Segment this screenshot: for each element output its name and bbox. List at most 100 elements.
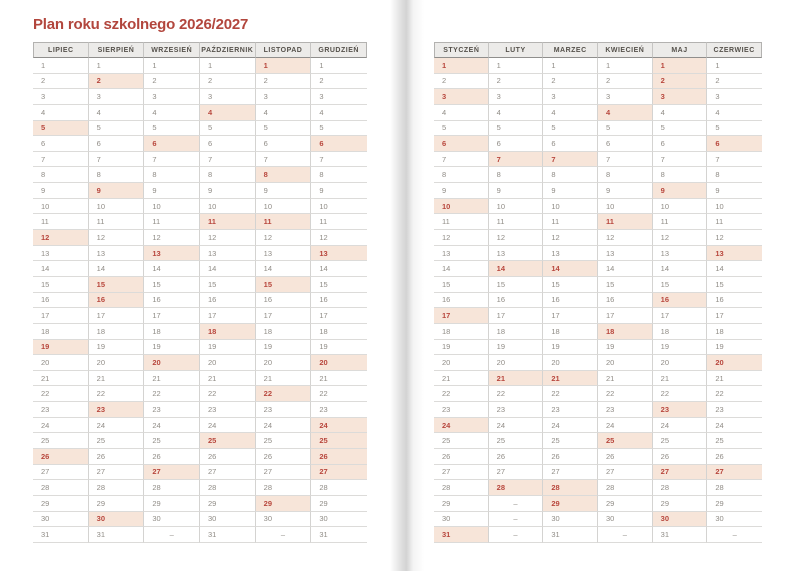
day-cell-maj-31: 31 xyxy=(652,527,708,543)
day-cell-maj-25: 25 xyxy=(652,433,708,450)
day-cell-styczen-19: 19 xyxy=(434,339,489,356)
day-cell-kwiecien-2: 2 xyxy=(598,73,653,90)
day-cell-marzec-5: 5 xyxy=(543,120,598,137)
day-cell-wrzesien-23: 23 xyxy=(144,402,200,418)
day-cell-pazdziernik-3: 3 xyxy=(200,89,256,105)
day-cell-marzec-20: 20 xyxy=(543,355,598,371)
day-cell-listopad-9: 9 xyxy=(255,183,312,199)
day-cell-wrzesien-28: 28 xyxy=(144,480,200,496)
day-cell-kwiecien-22: 22 xyxy=(598,386,653,403)
holiday-cell-lipiec-5: 5 xyxy=(33,120,89,137)
day-cell-pazdziernik-22: 22 xyxy=(200,386,256,403)
day-cell-kwiecien-14: 14 xyxy=(598,261,653,277)
day-cell-maj-8: 8 xyxy=(652,167,708,184)
day-cell-luty-10: 10 xyxy=(488,198,544,215)
day-cell-marzec-13: 13 xyxy=(543,245,598,262)
day-cell-grudzien-31: 31 xyxy=(311,527,367,543)
day-cell-listopad-5: 5 xyxy=(255,120,312,137)
day-cell-kwiecien-7: 7 xyxy=(598,151,653,168)
day-cell-listopad-30: 30 xyxy=(255,511,312,528)
holiday-cell-luty-21: 21 xyxy=(488,370,544,387)
holiday-cell-listopad-29: 29 xyxy=(255,495,312,512)
day-cell-lipiec-15: 15 xyxy=(33,276,89,293)
day-cell-marzec-31: 31 xyxy=(543,527,598,543)
day-cell-grudzien-2: 2 xyxy=(311,74,367,90)
day-cell-sierpien-24: 24 xyxy=(88,417,145,434)
day-cell-luty-1: 1 xyxy=(488,58,544,74)
day-cell-maj-29: 29 xyxy=(652,495,708,512)
day-cell-maj-10: 10 xyxy=(652,198,708,215)
empty-cell-listopad-31: – xyxy=(255,527,312,543)
day-cell-kwiecien-12: 12 xyxy=(598,230,653,246)
day-cell-czerwiec-19: 19 xyxy=(707,340,762,356)
holiday-cell-maj-9: 9 xyxy=(652,183,708,199)
day-cell-maj-13: 13 xyxy=(652,245,708,262)
day-cell-styczen-12: 12 xyxy=(434,230,489,246)
holiday-cell-lipiec-19: 19 xyxy=(33,339,89,356)
day-cell-luty-16: 16 xyxy=(488,292,544,309)
holiday-cell-styczen-10: 10 xyxy=(434,198,489,215)
day-cell-grudzien-7: 7 xyxy=(311,152,367,168)
month-header-sierpien: SIERPIEŃ xyxy=(88,42,145,58)
day-cell-czerwiec-2: 2 xyxy=(707,74,762,90)
day-cell-grudzien-11: 11 xyxy=(311,214,367,231)
day-cell-czerwiec-5: 5 xyxy=(707,121,762,137)
day-cell-styczen-9: 9 xyxy=(434,183,489,199)
day-cell-grudzien-21: 21 xyxy=(311,371,367,387)
day-cell-luty-22: 22 xyxy=(488,386,544,403)
day-cell-marzec-25: 25 xyxy=(543,433,598,450)
month-header-listopad: LISTOPAD xyxy=(255,42,312,58)
day-cell-pazdziernik-1: 1 xyxy=(200,58,256,74)
day-cell-kwiecien-1: 1 xyxy=(598,58,653,74)
day-cell-marzec-12: 12 xyxy=(543,230,598,246)
day-cell-wrzesien-11: 11 xyxy=(144,214,200,231)
holiday-cell-grudzien-20: 20 xyxy=(311,355,367,371)
day-cell-styczen-7: 7 xyxy=(434,151,489,168)
day-cell-luty-8: 8 xyxy=(488,167,544,184)
day-cell-styczen-22: 22 xyxy=(434,386,489,403)
day-cell-lipiec-1: 1 xyxy=(33,58,89,74)
holiday-cell-listopad-1: 1 xyxy=(255,58,312,74)
holiday-cell-listopad-8: 8 xyxy=(255,167,312,184)
empty-cell-wrzesien-31: – xyxy=(144,527,200,543)
day-cell-styczen-18: 18 xyxy=(434,323,489,340)
empty-cell-luty-31: – xyxy=(488,527,544,543)
day-cell-sierpien-1: 1 xyxy=(88,58,145,74)
day-cell-kwiecien-28: 28 xyxy=(598,480,653,496)
holiday-cell-marzec-7: 7 xyxy=(543,151,598,168)
day-cell-luty-13: 13 xyxy=(488,245,544,262)
day-cell-styczen-28: 28 xyxy=(434,480,489,496)
day-cell-sierpien-4: 4 xyxy=(88,104,145,121)
day-cell-pazdziernik-27: 27 xyxy=(200,464,256,481)
day-cell-grudzien-17: 17 xyxy=(311,308,367,324)
day-cell-styczen-27: 27 xyxy=(434,464,489,481)
holiday-cell-grudzien-6: 6 xyxy=(311,136,367,152)
day-cell-pazdziernik-31: 31 xyxy=(200,527,256,543)
day-cell-sierpien-12: 12 xyxy=(88,230,145,246)
calendar-right: STYCZEŃ LUTY MARZEC KWIECIEŃ MAJ CZERWIEC 1 1 1 1… xyxy=(434,42,762,543)
holiday-cell-wrzesien-20: 20 xyxy=(144,355,200,371)
empty-cell-kwiecien-31: – xyxy=(598,527,653,543)
day-cell-lipiec-7: 7 xyxy=(33,151,89,168)
day-cell-luty-20: 20 xyxy=(488,355,544,371)
calendar-left: LIPIEC SIERPIEŃ WRZESIEŃ PAŹDZIERNIK LISTOPA… xyxy=(33,42,367,543)
day-cell-grudzien-3: 3 xyxy=(311,89,367,105)
day-cell-wrzesien-2: 2 xyxy=(144,73,200,90)
day-cell-grudzien-4: 4 xyxy=(311,105,367,121)
day-cell-kwiecien-29: 29 xyxy=(598,495,653,512)
page-title: Plan roku szkolnego 2026/2027 xyxy=(33,16,249,33)
month-header-grudzien: GRUDZIEŃ xyxy=(311,42,367,58)
day-cell-listopad-23: 23 xyxy=(255,402,312,418)
holiday-cell-wrzesien-6: 6 xyxy=(144,136,200,152)
day-cell-styczen-16: 16 xyxy=(434,292,489,309)
day-cell-maj-15: 15 xyxy=(652,276,708,293)
day-cell-luty-9: 9 xyxy=(488,183,544,199)
day-cell-luty-25: 25 xyxy=(488,433,544,450)
day-cell-grudzien-29: 29 xyxy=(311,496,367,512)
day-cell-lipiec-27: 27 xyxy=(33,464,89,481)
day-cell-listopad-25: 25 xyxy=(255,433,312,450)
day-cell-wrzesien-15: 15 xyxy=(144,276,200,293)
day-cell-lipiec-8: 8 xyxy=(33,167,89,184)
day-cell-grudzien-22: 22 xyxy=(311,386,367,403)
day-cell-czerwiec-4: 4 xyxy=(707,105,762,121)
